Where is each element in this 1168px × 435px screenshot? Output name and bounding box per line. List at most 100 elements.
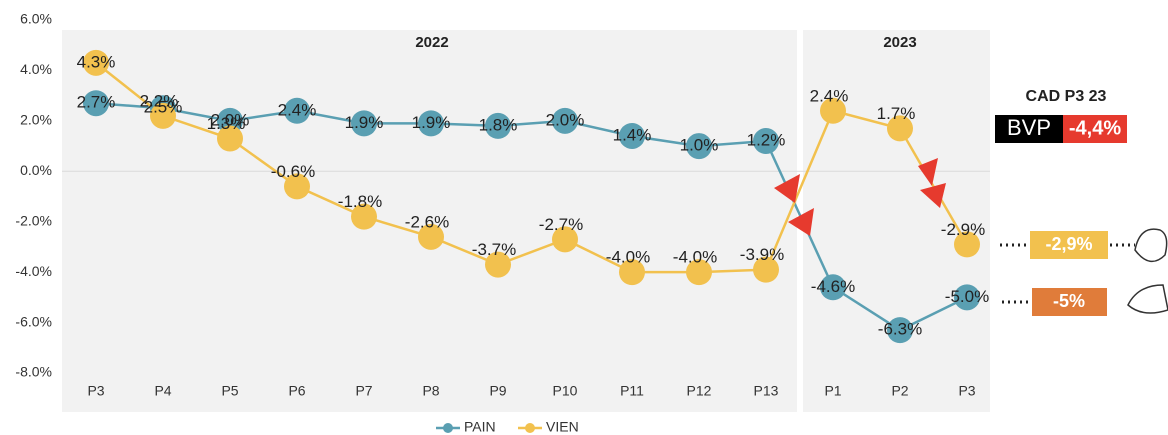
- x-tick-label: P8: [422, 383, 439, 399]
- annotation-box: [1030, 231, 1108, 259]
- data-label: 1.0%: [680, 136, 719, 155]
- data-label: -2.6%: [405, 212, 449, 231]
- marker: [284, 173, 310, 200]
- x-tick-label: P11: [620, 383, 644, 399]
- annotation: -5%: [1053, 291, 1085, 311]
- marker: [351, 203, 377, 230]
- annotation: 2022: [415, 34, 448, 51]
- marker: [619, 259, 645, 286]
- data-label: -1.8%: [338, 192, 382, 211]
- data-label: 2.2%: [140, 91, 179, 110]
- x-tick-label: P7: [355, 383, 372, 399]
- marker: [619, 122, 645, 149]
- marker: [485, 251, 511, 278]
- data-label: 1.4%: [613, 125, 652, 144]
- data-label: -0.6%: [271, 162, 315, 181]
- legend-marker: [525, 423, 535, 433]
- legend-label: VIEN: [546, 419, 579, 435]
- data-label: 1.9%: [345, 113, 384, 132]
- annotation-box: [1032, 288, 1107, 316]
- legend-label: PAIN: [464, 419, 496, 435]
- x-tick-label: P13: [754, 383, 779, 399]
- series-line: [95, 61, 969, 274]
- y-tick-label: -2.0%: [15, 212, 52, 228]
- marker: [954, 231, 980, 258]
- marker: [820, 274, 846, 301]
- bread-icon: [1127, 228, 1168, 314]
- data-label: 1.3%: [207, 114, 246, 133]
- marker: [217, 125, 243, 152]
- data-label: 2.4%: [810, 86, 849, 105]
- y-tick-label: -4.0%: [15, 263, 52, 279]
- x-tick-label: P12: [687, 383, 712, 399]
- marker: [887, 317, 913, 344]
- data-label: 4.3%: [77, 52, 116, 71]
- data-label: -5.0%: [945, 287, 989, 306]
- marker: [351, 110, 377, 137]
- data-label: -4.6%: [811, 277, 855, 296]
- y-tick-label: 6.0%: [20, 11, 52, 27]
- marker: [753, 256, 779, 283]
- plot: 2.7% 2.5% 2.0% 2.4% 1.9% 1.9% 1.8% 2.0% 1.4% 1.0%…: [62, 49, 990, 344]
- data-label: 2.0%: [211, 110, 250, 129]
- annotation: BVP: [1007, 115, 1051, 140]
- data-label: 1.9%: [412, 113, 451, 132]
- data-label: -2.7%: [539, 215, 583, 234]
- annotation: -2,9%: [1045, 234, 1092, 254]
- data-label: 2.7%: [77, 93, 116, 112]
- data-label: 1.2%: [747, 131, 786, 150]
- data-label: 2.0%: [546, 110, 585, 129]
- marker: [753, 128, 779, 155]
- period-panel: [62, 30, 797, 412]
- marker: [552, 226, 578, 253]
- marker: [686, 259, 712, 286]
- data-label: -6.3%: [878, 320, 922, 339]
- x-tick-label: P4: [154, 383, 171, 399]
- marker: [83, 49, 109, 76]
- marker: [686, 133, 712, 160]
- legend-marker: [443, 423, 453, 433]
- y-tick-label: 2.0%: [20, 112, 52, 128]
- marker: [820, 97, 846, 124]
- marker: [954, 284, 980, 311]
- data-label: -3.9%: [740, 245, 784, 264]
- x-tick-label: P3: [958, 383, 975, 399]
- annotation-box: [995, 115, 1063, 143]
- marker: [552, 107, 578, 134]
- x-tick-label: P9: [489, 383, 506, 399]
- x-tick-label: P3: [87, 383, 104, 399]
- marker: [83, 90, 109, 117]
- marker: [485, 112, 511, 139]
- arrow: [918, 158, 938, 186]
- marker: [887, 115, 913, 142]
- data-label: -4.0%: [606, 248, 650, 267]
- marker: [418, 110, 444, 137]
- y-tick-label: 0.0%: [20, 162, 52, 178]
- annotation: 2023: [883, 34, 916, 51]
- data-label: 1.7%: [877, 104, 916, 123]
- y-tick-label: -6.0%: [15, 313, 52, 329]
- annotation: CAD P3 23: [1026, 88, 1107, 105]
- x-tick-label: P5: [221, 383, 238, 399]
- arrow: [920, 183, 946, 208]
- data-label: 2.5%: [144, 98, 183, 117]
- marker: [284, 97, 310, 124]
- annotation: -4,4%: [1069, 117, 1121, 139]
- period-panel: [803, 30, 990, 412]
- y-tick-label: 4.0%: [20, 61, 52, 77]
- x-tick-label: P6: [288, 383, 305, 399]
- arrow: [788, 208, 814, 236]
- x-tick-label: P1: [824, 383, 841, 399]
- annotation-box: [1063, 115, 1127, 143]
- marker: [150, 102, 176, 129]
- data-label: 2.4%: [278, 100, 317, 119]
- marker: [418, 223, 444, 250]
- data-label: -4.0%: [673, 248, 717, 267]
- data-label: -2.9%: [941, 220, 985, 239]
- data-label: -3.7%: [472, 240, 516, 259]
- arrow: [774, 174, 800, 203]
- x-tick-label: P2: [891, 383, 908, 399]
- data-label: 1.8%: [479, 115, 518, 134]
- y-tick-label: -8.0%: [15, 364, 52, 380]
